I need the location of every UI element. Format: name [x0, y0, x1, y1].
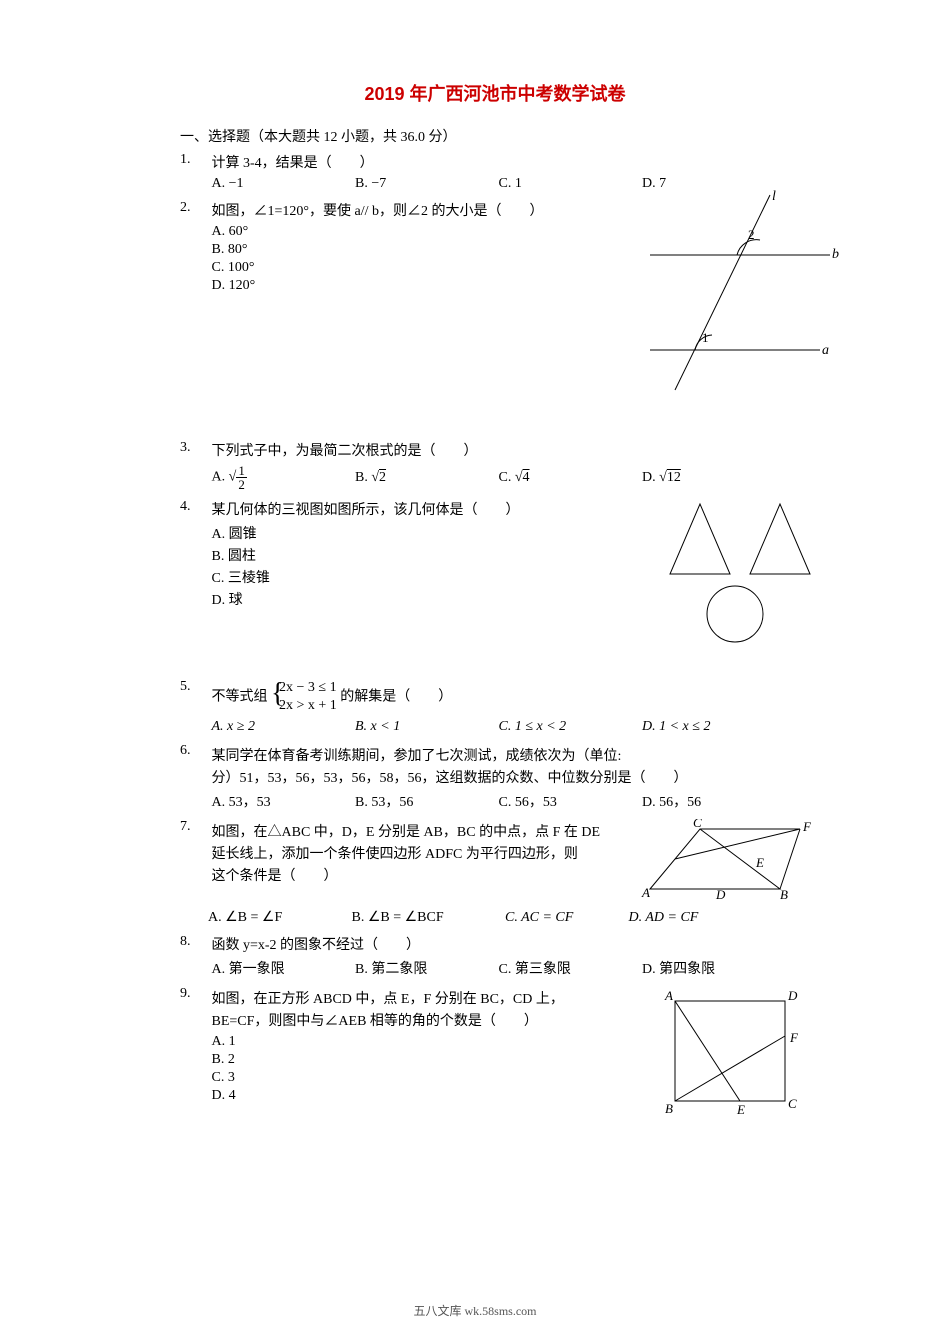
- q8-opt-b: B. 第二象限: [355, 958, 495, 978]
- q4-figure: [660, 499, 820, 644]
- q8-num: 8.: [180, 934, 208, 950]
- question-5: 5. 不等式组 2x − 3 ≤ 1 2x > x + 1 的解集是（ ） A.…: [180, 679, 810, 735]
- q4-opt-d: D. 球: [212, 589, 632, 609]
- q4-text: 某几何体的三视图如图所示，该几何体是（ ）: [212, 503, 520, 518]
- q6-opt-a: A. 53，53: [212, 791, 352, 811]
- page-title: 2019 年广西河池市中考数学试卷: [180, 80, 810, 106]
- q1-opt-a: A. −1: [212, 176, 352, 192]
- q4-opt-b: B. 圆柱: [212, 545, 632, 565]
- q1-num: 1.: [180, 152, 208, 168]
- q5-text-pre: 不等式组: [212, 689, 268, 704]
- q8-text: 函数 y=x-2 的图象不经过（ ）: [212, 938, 421, 953]
- q3-text: 下列式子中，为最简二次根式的是（ ）: [212, 444, 478, 459]
- q3-opt-c: C. √4: [499, 470, 639, 486]
- q6-opt-c: C. 56，53: [499, 791, 639, 811]
- q9-opt-a: A. 1: [212, 1034, 622, 1050]
- q1-text: 计算 3-4，结果是（ ）: [212, 156, 374, 171]
- svg-text:E: E: [755, 855, 764, 870]
- q6-line1: 某同学在体育备考训练期间，参加了七次测试，成绩依次为（单位:: [212, 745, 810, 765]
- svg-text:1: 1: [702, 330, 709, 345]
- q9-opt-b: B. 2: [212, 1052, 622, 1068]
- q8-opt-d: D. 第四象限: [642, 958, 782, 978]
- svg-text:A: A: [641, 885, 650, 899]
- svg-text:C: C: [693, 819, 702, 830]
- svg-text:E: E: [736, 1102, 745, 1116]
- question-4: 4. 某几何体的三视图如图所示，该几何体是（ ） A. 圆锥 B. 圆柱 C. …: [180, 499, 810, 649]
- svg-text:A: A: [664, 988, 673, 1003]
- page-footer: 五八文库 wk.58sms.com: [0, 1302, 950, 1319]
- svg-text:b: b: [832, 247, 839, 262]
- q8-opt-a: A. 第一象限: [212, 958, 352, 978]
- q3-opt-b: B. √2: [355, 470, 495, 486]
- q5-eq1: 2x − 3 ≤ 1: [279, 679, 337, 697]
- svg-text:2: 2: [748, 227, 755, 242]
- q5-opt-d: D. 1 < x ≤ 2: [642, 719, 782, 735]
- q7-num: 7.: [180, 819, 208, 835]
- q5-text-post: 的解集是（ ）: [340, 689, 452, 704]
- q9-line2: BE=CF，则图中与∠AEB 相等的角的个数是（ ）: [212, 1010, 622, 1030]
- q4-opt-c: C. 三棱锥: [212, 567, 632, 587]
- q5-opt-b: B. x < 1: [355, 719, 495, 735]
- q7-opt-a: A. ∠B = ∠F: [208, 909, 348, 926]
- q8-opt-c: C. 第三象限: [499, 958, 639, 978]
- q7-opt-c: C. AC = CF: [505, 910, 625, 926]
- q2-text: 如图，∠1=120°，要使 a// b，则∠2 的大小是（ ）: [212, 204, 544, 219]
- q4-opt-a: A. 圆锥: [212, 523, 632, 543]
- question-7: 7. 如图，在△ABC 中，D，E 分别是 AB，BC 的中点，点 F 在 DE…: [180, 819, 810, 926]
- svg-text:B: B: [780, 887, 788, 899]
- q6-line2: 分）51，53，56，53，56，58，56，这组数据的众数、中位数分别是（ ）: [212, 767, 810, 787]
- q1-opt-b: B. −7: [355, 176, 495, 192]
- q2-opt-d: D. 120°: [212, 278, 632, 294]
- q5-eq2: 2x > x + 1: [279, 697, 337, 715]
- question-8: 8. 函数 y=x-2 的图象不经过（ ） A. 第一象限 B. 第二象限 C.…: [180, 934, 810, 978]
- q9-num: 9.: [180, 986, 208, 1002]
- q5-num: 5.: [180, 679, 208, 695]
- q6-opt-d: D. 56，56: [642, 791, 782, 811]
- svg-text:F: F: [802, 819, 812, 834]
- q9-opt-c: C. 3: [212, 1070, 622, 1086]
- q7-line2: 延长线上，添加一个条件使四边形 ADFC 为平行四边形，则: [212, 843, 622, 863]
- q1-opt-c: C. 1: [499, 176, 639, 192]
- q6-opt-b: B. 53，56: [355, 791, 495, 811]
- svg-text:B: B: [665, 1101, 673, 1116]
- q9-opt-d: D. 4: [212, 1088, 622, 1104]
- q3-num: 3.: [180, 440, 208, 456]
- q7-line1: 如图，在△ABC 中，D，E 分别是 AB，BC 的中点，点 F 在 DE: [212, 821, 622, 841]
- q6-num: 6.: [180, 743, 208, 759]
- question-1: 1. 计算 3-4，结果是（ ） A. −1 B. −7 C. 1 D. 7: [180, 152, 810, 192]
- q5-opt-c: C. 1 ≤ x < 2: [499, 719, 639, 735]
- q2-opt-a: A. 60°: [212, 224, 632, 240]
- section-header: 一、选择题（本大题共 12 小题，共 36.0 分）: [180, 126, 810, 146]
- q4-num: 4.: [180, 499, 208, 515]
- q7-line3: 这个条件是（ ）: [212, 865, 622, 885]
- q2-figure: l b a 1 2: [640, 190, 840, 395]
- svg-text:D: D: [787, 988, 798, 1003]
- svg-text:F: F: [789, 1030, 799, 1045]
- question-3: 3. 下列式子中，为最简二次根式的是（ ） A. √12 B. √2 C. √4…: [180, 440, 810, 491]
- q7-opt-d: D. AD = CF: [629, 910, 769, 926]
- q5-opt-a: A. x ≥ 2: [212, 719, 352, 735]
- svg-text:a: a: [822, 343, 829, 358]
- question-2: 2. 如图，∠1=120°，要使 a// b，则∠2 的大小是（ ） A. 60…: [180, 200, 810, 410]
- svg-text:C: C: [788, 1096, 797, 1111]
- question-6: 6. 某同学在体育备考训练期间，参加了七次测试，成绩依次为（单位: 分）51，5…: [180, 743, 810, 811]
- q7-figure: A B C D E F: [640, 819, 820, 899]
- q2-num: 2.: [180, 200, 208, 216]
- q3-opt-a: A. √12: [212, 464, 352, 491]
- q3-opt-d: D. √12: [642, 470, 782, 486]
- q2-opt-c: C. 100°: [212, 260, 632, 276]
- q2-opt-b: B. 80°: [212, 242, 632, 258]
- svg-text:l: l: [772, 190, 776, 204]
- q7-opt-b: B. ∠B = ∠BCF: [352, 909, 502, 926]
- question-9: 9. 如图，在正方形 ABCD 中，点 E，F 分别在 BC，CD 上， BE=…: [180, 986, 810, 1116]
- svg-text:D: D: [715, 887, 726, 899]
- q9-line1: 如图，在正方形 ABCD 中，点 E，F 分别在 BC，CD 上，: [212, 988, 622, 1008]
- q9-figure: A D B C E F: [660, 986, 810, 1116]
